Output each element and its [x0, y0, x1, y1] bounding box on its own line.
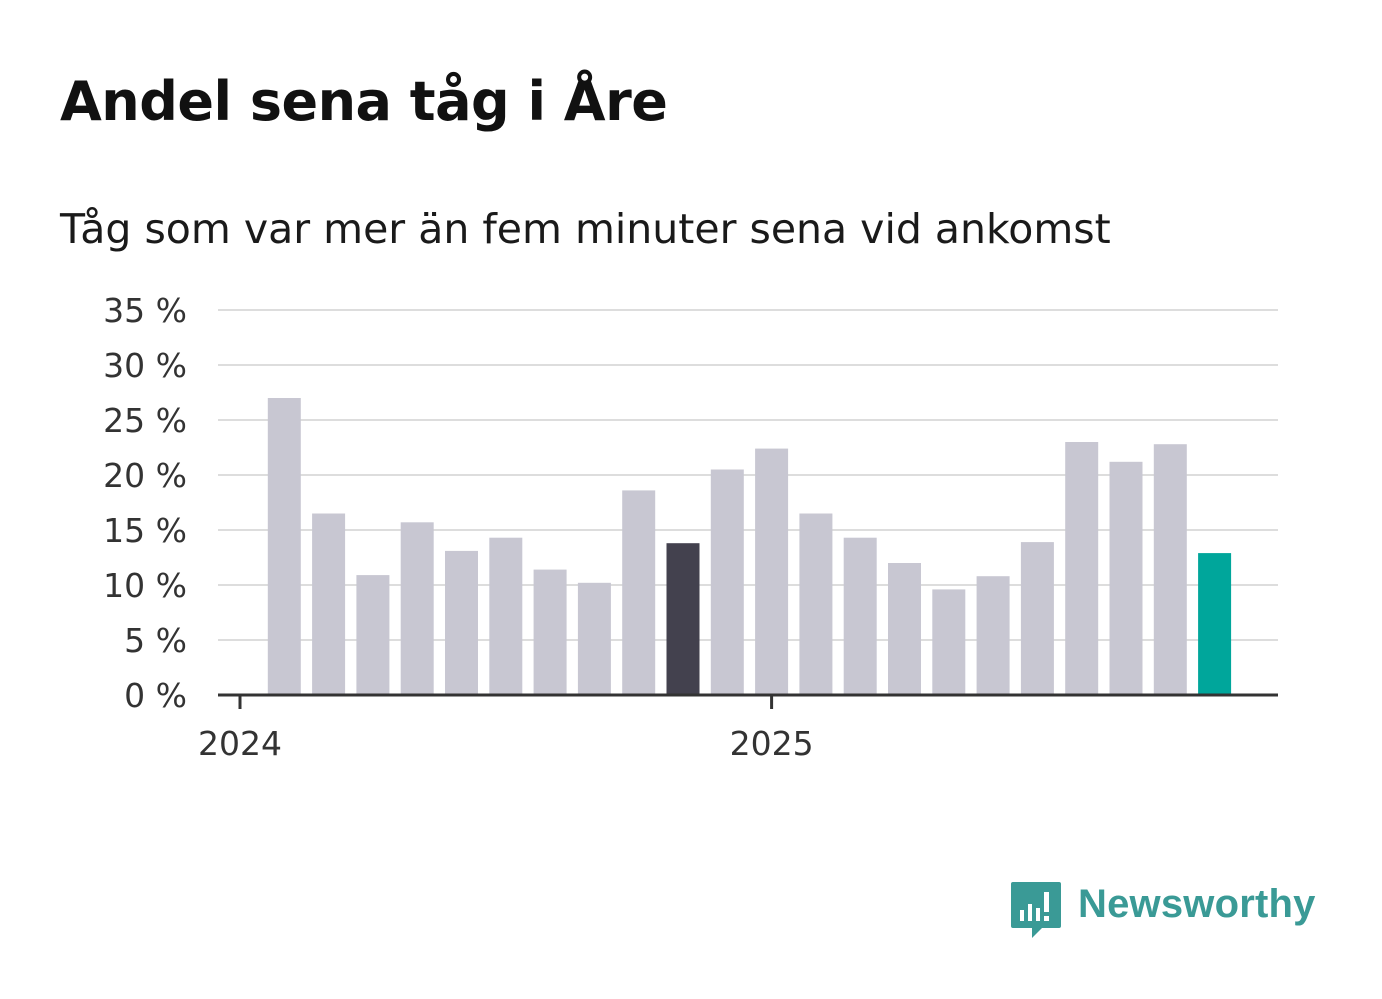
y-tick-label: 0 % [124, 676, 187, 715]
bar-2025-03 [843, 537, 877, 695]
bar-2025-02 [799, 513, 833, 695]
chart-subtitle: Tåg som var mer än fem minuter sena vid … [60, 205, 1111, 253]
y-tick-label: 10 % [103, 566, 187, 605]
newsworthy-logo[interactable]: Newsworthy [1010, 880, 1320, 942]
bar-2025-01 [755, 448, 789, 695]
bar-2024-11 [666, 543, 700, 695]
bar-2024-03 [312, 513, 346, 695]
bar-2024-04 [356, 575, 390, 695]
y-axis-tick-labels: 0 % 5 % 10 % 15 % 20 % 25 % 30 % 35 % [103, 291, 187, 715]
bar-2025-04 [888, 563, 921, 695]
bar-2024-02 [267, 398, 301, 695]
bar-2024-06 [445, 550, 478, 695]
bar-2025-09 [1109, 461, 1143, 695]
x-axis [218, 693, 1278, 709]
y-tick-label: 30 % [103, 346, 187, 385]
bar-2024-08 [533, 569, 567, 695]
bar-2025-05 [932, 589, 966, 695]
x-tick-label: 2024 [198, 724, 282, 763]
y-tick-label: 20 % [103, 456, 187, 495]
bar-2024-12 [710, 469, 744, 695]
y-tick-label: 5 % [124, 621, 187, 660]
x-axis-tick-labels: 2024 2025 [198, 724, 814, 763]
y-tick-label: 25 % [103, 401, 187, 440]
chart-title: Andel sena tåg i Åre [60, 70, 668, 133]
bar-2024-07 [489, 537, 523, 695]
bar-2025-11 [1198, 553, 1232, 695]
bar-chart: 0 % 5 % 10 % 15 % 20 % 25 % 30 % 35 % 2024 2025 [103, 291, 1278, 763]
y-tick-label: 35 % [103, 291, 187, 330]
bar-2025-08 [1065, 442, 1099, 695]
bar-2024-09 [577, 582, 611, 695]
grid-lines [218, 309, 1278, 641]
bar-2025-10 [1153, 444, 1187, 695]
bar-2025-06 [976, 576, 1010, 695]
logo-text: Newsworthy [1078, 882, 1316, 926]
newsworthy-chart-bubble-icon [1010, 880, 1062, 944]
bar-2024-10 [622, 490, 656, 695]
y-tick-label: 15 % [103, 511, 187, 550]
bar-2025-07 [1020, 542, 1054, 695]
x-tick-label: 2025 [730, 724, 814, 763]
bars [267, 398, 1232, 695]
bar-2024-05 [400, 522, 434, 695]
